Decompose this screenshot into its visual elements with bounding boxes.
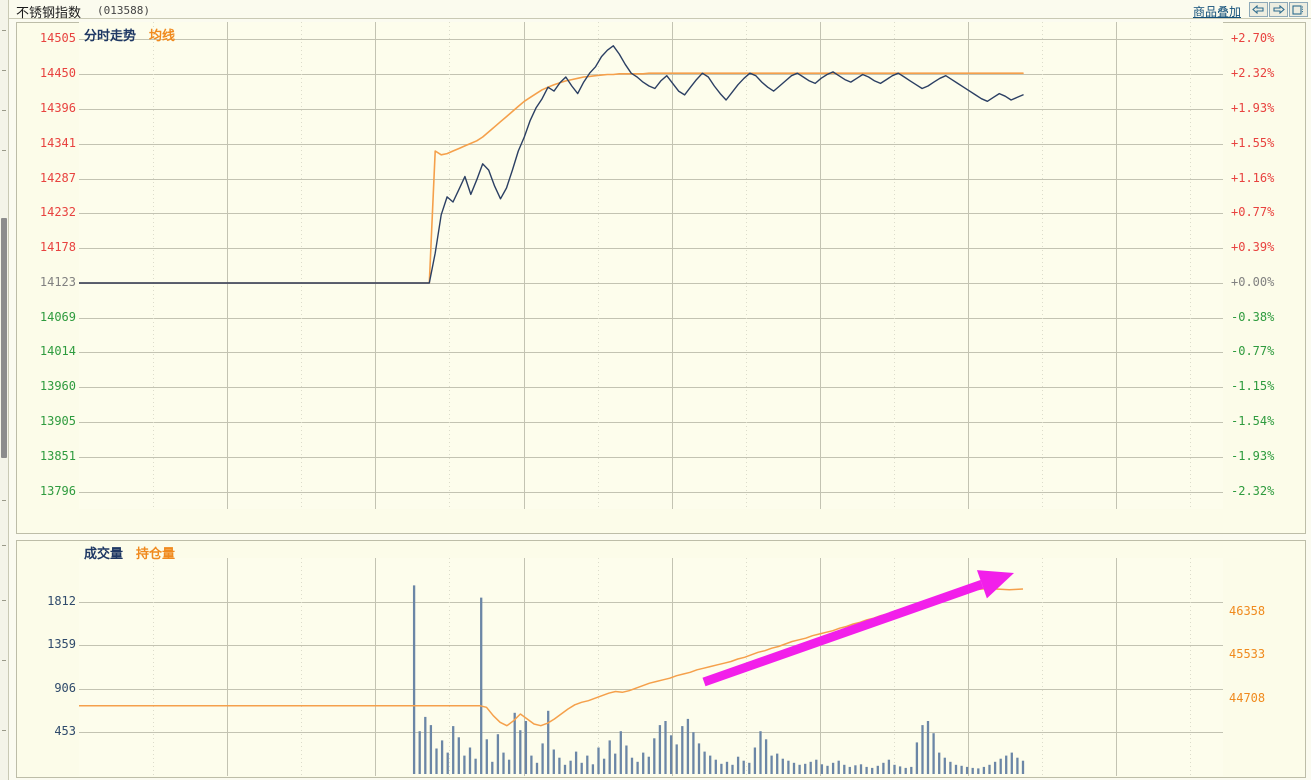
title-bar: 不锈钢指数 (013588) 商品叠加 (9, 0, 1311, 21)
price-axis-label-left: 14123 (39, 274, 76, 289)
open-interest-axis-label-right: 44708 (1229, 690, 1266, 705)
price-axis-label-right: +0.00% (1231, 274, 1275, 289)
scrollbar-tick (2, 545, 6, 546)
price-axis-label-left: 13905 (39, 414, 76, 429)
volume-axis-label-left: 1359 (47, 637, 76, 652)
volume-axis-label-left: 453 (54, 724, 76, 739)
layout-button[interactable] (1289, 2, 1308, 17)
commodity-overlay-link[interactable]: 商品叠加 (1192, 5, 1241, 19)
price-axis-label-right: +1.16% (1231, 170, 1275, 185)
scrollbar-tick (2, 730, 6, 731)
open-interest-axis-label-right: 45533 (1229, 647, 1266, 662)
price-axis-label-right: +0.77% (1231, 205, 1275, 220)
scroll-right-button[interactable] (1269, 2, 1288, 17)
scrollbar-tick (2, 70, 6, 71)
price-axis-label-right: -2.32% (1231, 483, 1275, 498)
price-plot-area[interactable] (79, 22, 1223, 509)
price-chart-legend: 分时走势 均线 (84, 25, 176, 44)
legend-item-average[interactable]: 均线 (149, 28, 176, 44)
titlebar-button-group (1249, 2, 1308, 17)
scrollbar-tick (2, 30, 6, 31)
price-axis-label-left: 14450 (39, 66, 76, 81)
scrollbar-tick (2, 110, 6, 111)
price-axis-label-left: 14014 (39, 344, 76, 359)
instrument-name: 不锈钢指数 (16, 6, 82, 21)
legend-item-open-interest[interactable]: 持仓量 (136, 546, 176, 562)
price-axis-label-left: 14396 (39, 100, 76, 115)
price-axis-label-right: -0.77% (1231, 344, 1275, 359)
volume-plot-area[interactable] (79, 558, 1223, 776)
price-axis-label-left: 13851 (39, 448, 76, 463)
legend-item-volume[interactable]: 成交量 (84, 546, 124, 562)
volume-chart-legend: 成交量 持仓量 (84, 543, 176, 562)
price-axis-label-left: 14069 (39, 309, 76, 324)
price-axis-label-left: 14341 (39, 135, 76, 150)
arrow-left-icon (1252, 5, 1264, 14)
price-chart-svg (79, 22, 1223, 509)
trend-arrow-annotation (702, 570, 1014, 687)
volume-chart-svg (79, 558, 1223, 776)
price-axis-label-left: 14232 (39, 205, 76, 220)
price-axis-label-left: 13960 (39, 379, 76, 394)
legend-item-intraday[interactable]: 分时走势 (84, 28, 137, 44)
scrollbar-tick (2, 600, 6, 601)
instrument-code: (013588) (97, 4, 150, 17)
scroll-left-button[interactable] (1249, 2, 1268, 17)
price-axis-label-right: +1.93% (1231, 100, 1275, 115)
volume-axis-label-left: 1812 (47, 593, 76, 608)
price-axis-label-right: +2.70% (1231, 31, 1275, 46)
price-axis-label-right: -1.15% (1231, 379, 1275, 394)
price-axis-label-left: 14505 (39, 31, 76, 46)
open-interest-axis-label-right: 46358 (1229, 603, 1266, 618)
price-axis-label-right: -1.93% (1231, 448, 1275, 463)
vertical-scrollbar[interactable] (0, 0, 9, 780)
price-axis-label-left: 13796 (39, 483, 76, 498)
price-axis-label-right: +0.39% (1231, 240, 1275, 255)
price-axis-label-left: 14287 (39, 170, 76, 185)
scrollbar-thumb[interactable] (1, 218, 7, 458)
scrollbar-tick (2, 660, 6, 661)
price-axis-label-right: -1.54% (1231, 414, 1275, 429)
price-axis-label-right: +2.32% (1231, 66, 1275, 81)
price-axis-label-left: 14178 (39, 240, 76, 255)
price-axis-label-right: -0.38% (1231, 309, 1275, 324)
price-axis-label-right: +1.55% (1231, 135, 1275, 150)
scrollbar-tick (2, 150, 6, 151)
scrollbar-tick (2, 500, 6, 501)
volume-axis-label-left: 906 (54, 680, 76, 695)
arrow-right-icon (1273, 5, 1285, 14)
panel-icon (1292, 4, 1303, 15)
